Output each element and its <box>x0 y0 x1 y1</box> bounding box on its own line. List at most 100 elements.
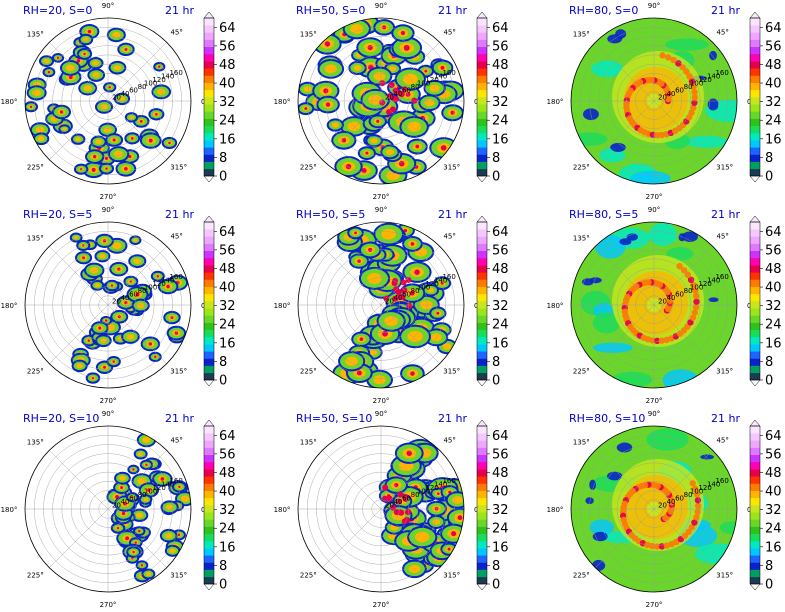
panel-title: RH=80, S=5 <box>569 208 638 221</box>
angle-tick-label: 180° <box>547 98 564 106</box>
colorbar-frame <box>749 425 761 585</box>
colorbar-segment <box>477 229 487 237</box>
colorbar-tick-label: 24 <box>219 318 236 333</box>
colorbar-segment <box>750 82 760 91</box>
colorbar-segment <box>477 82 487 91</box>
grid-spoke <box>653 100 713 160</box>
colorbar-segment <box>750 372 760 381</box>
colorbar-segment <box>204 257 214 266</box>
colorbar-tick-label: 48 <box>492 58 509 73</box>
polar-frame <box>24 221 192 389</box>
radial-tick-label: 100 <box>417 79 430 87</box>
panel-time-label: 21 hr <box>711 4 740 17</box>
angle-tick-label: 45° <box>443 436 455 444</box>
angle-tick-label: 315° <box>443 572 460 580</box>
radial-tick-label: 160 <box>715 477 728 485</box>
angle-tick-label: 315° <box>716 164 733 172</box>
radial-tick-label: 20 <box>658 501 667 509</box>
radial-tick-label: 160 <box>442 477 455 485</box>
colorbar-segment <box>204 111 214 119</box>
colorbar-segment <box>477 257 487 266</box>
radial-tick-label: 100 <box>144 79 157 87</box>
panel-title: RH=80, S=10 <box>569 412 645 425</box>
colorbar-segment <box>477 454 487 463</box>
colorbar-extend-bottom <box>203 379 215 387</box>
angle-tick-label: 135° <box>27 438 44 446</box>
colorbar-segment <box>750 250 760 259</box>
colorbar-segment <box>477 469 487 477</box>
polar-panel: 0°45°90°135°180°225°270°315°204060801001… <box>274 2 509 201</box>
grid-spoke <box>595 246 655 306</box>
colorbar-tick-label: 64 <box>492 21 509 36</box>
polar-frame <box>297 425 465 593</box>
colorbar-segment <box>750 89 760 98</box>
angle-tick-label: 135° <box>573 30 590 38</box>
radial-tick-label: 100 <box>690 283 703 291</box>
colorbar-tick-label: 0 <box>492 170 500 185</box>
grid-spoke <box>107 42 167 102</box>
angle-tick-label: 225° <box>300 368 317 376</box>
grid-spoke <box>322 304 382 364</box>
colorbar-segment <box>204 315 214 323</box>
colorbar-tick-label: 64 <box>219 225 236 240</box>
angle-tick-label: 315° <box>443 368 460 376</box>
colorbar-tick-label: 0 <box>492 578 500 593</box>
colorbar-segment <box>750 358 760 366</box>
colorbar-segment <box>750 68 760 76</box>
colorbar-segment <box>750 322 760 331</box>
colorbar-tick-label: 64 <box>765 429 782 444</box>
colorbar-segment <box>477 236 487 244</box>
colorbar-segment <box>750 118 760 127</box>
colorbar-segment <box>750 426 760 434</box>
angle-tick-label: 90° <box>375 410 387 418</box>
colorbar-segment <box>750 548 760 556</box>
colorbar-segment <box>750 526 760 535</box>
radial-tick-label: 160 <box>169 273 182 281</box>
radial-tick-label: 80 <box>138 83 147 91</box>
colorbar-segment <box>204 469 214 477</box>
radial-tick-label: 60 <box>129 494 138 502</box>
colorbar-segment <box>204 89 214 98</box>
radial-tick-label: 120 <box>698 484 711 492</box>
colorbar-extend-top <box>476 419 488 427</box>
colorbar-segment <box>750 440 760 448</box>
radial-tick-label: 140 <box>707 72 720 80</box>
colorbar-segment <box>204 505 214 513</box>
colorbar-segment <box>750 18 760 26</box>
angle-tick-label: 225° <box>573 368 590 376</box>
colorbar-tick-label: 8 <box>219 559 227 574</box>
angle-tick-label: 90° <box>648 206 660 214</box>
panel-time-label: 21 hr <box>165 4 194 17</box>
colorbar-segment <box>477 483 487 491</box>
colorbar-segment <box>750 61 760 69</box>
colorbar-segment <box>750 454 760 463</box>
colorbar-tick-label: 40 <box>219 77 236 92</box>
colorbar-segment <box>477 132 487 141</box>
angle-tick-label: 90° <box>375 2 387 10</box>
colorbar-segment <box>204 125 214 134</box>
radial-tick-label: 100 <box>144 487 157 495</box>
colorbar-segment <box>204 372 214 381</box>
colorbar-segment <box>477 562 487 570</box>
colorbar-segment <box>204 344 214 352</box>
angle-tick-label: 180° <box>1 302 18 310</box>
colorbar-segment <box>204 229 214 237</box>
colorbar-segment <box>477 526 487 535</box>
colorbar-tick-label: 40 <box>765 77 782 92</box>
radial-tick-label: 100 <box>690 79 703 87</box>
radial-tick-label: 140 <box>434 72 447 80</box>
colorbar-segment <box>477 555 487 563</box>
radial-tick-label: 160 <box>715 69 728 77</box>
colorbar-tick-label: 8 <box>765 151 773 166</box>
radial-tick-label: 160 <box>442 273 455 281</box>
colorbar-segment <box>750 447 760 456</box>
angle-tick-label: 225° <box>27 164 44 172</box>
colorbar-segment <box>750 111 760 119</box>
colorbar-segment <box>204 236 214 244</box>
radial-tick-label: 40 <box>394 294 403 302</box>
colorbar-segment <box>204 358 214 366</box>
colorbar-segment <box>750 308 760 316</box>
colorbar-extend-top <box>749 419 761 427</box>
panel-title: RH=20, S=0 <box>23 4 92 17</box>
angle-tick-label: 315° <box>716 572 733 580</box>
